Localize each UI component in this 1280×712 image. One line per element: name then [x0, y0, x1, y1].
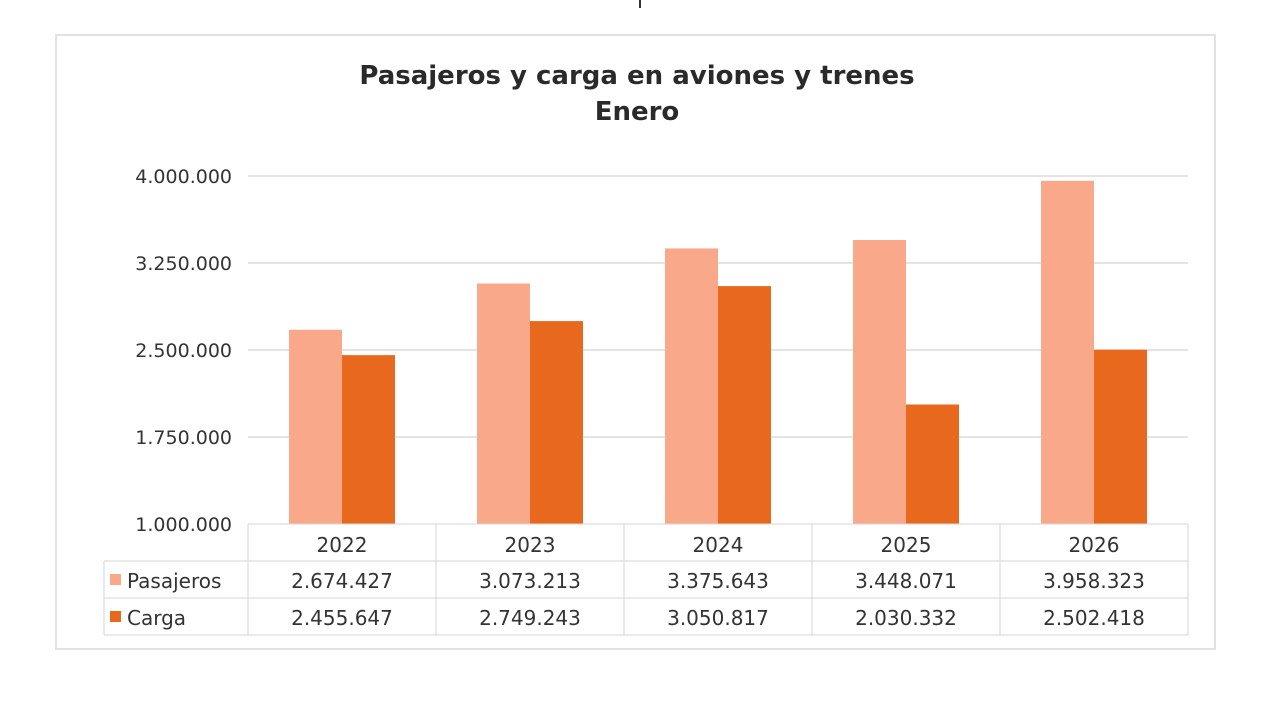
data-label: 2.674.427 [291, 569, 393, 593]
chart-title: Pasajeros y carga en aviones y trenes [359, 61, 914, 91]
bar-pasajeros-2022 [289, 329, 342, 524]
data-label: 3.958.323 [1043, 569, 1145, 593]
bar-carga-2023 [530, 321, 583, 524]
x-category-label: 2025 [881, 533, 932, 557]
x-category-label: 2023 [505, 533, 556, 557]
data-label: 2.030.332 [855, 606, 957, 630]
x-category-label: 2022 [317, 533, 368, 557]
data-label: 2.502.418 [1043, 606, 1145, 630]
bar-pasajeros-2023 [477, 283, 530, 524]
y-tick-label: 4.000.000 [135, 166, 232, 188]
bar-pasajeros-2024 [665, 248, 718, 524]
y-tick-label: 1.000.000 [135, 514, 232, 536]
legend-label-pasajeros: Pasajeros [127, 569, 221, 593]
chart-subtitle: Enero [595, 97, 680, 127]
x-category-label: 2026 [1069, 533, 1120, 557]
data-label: 2.455.647 [291, 606, 393, 630]
bar-pasajeros-2025 [853, 240, 906, 525]
legend-label-carga: Carga [127, 606, 186, 630]
legend-swatch-carga [110, 611, 121, 622]
bar-carga-2025 [906, 404, 959, 524]
data-label: 3.073.213 [479, 569, 581, 593]
data-label: 2.749.243 [479, 606, 581, 630]
y-tick-label: 3.250.000 [135, 253, 232, 275]
data-label: 3.050.817 [667, 606, 769, 630]
legend-swatch-pasajeros [110, 574, 121, 585]
bar-pasajeros-2026 [1041, 180, 1094, 524]
bar-carga-2026 [1094, 349, 1147, 524]
bar-carga-2024 [718, 286, 771, 524]
data-label: 3.448.071 [855, 569, 957, 593]
data-label: 3.375.643 [667, 569, 769, 593]
bar-carga-2022 [342, 355, 395, 524]
y-tick-label: 1.750.000 [135, 427, 232, 449]
x-category-label: 2024 [693, 533, 744, 557]
y-tick-label: 2.500.000 [135, 340, 232, 362]
top-mark [639, 0, 641, 8]
